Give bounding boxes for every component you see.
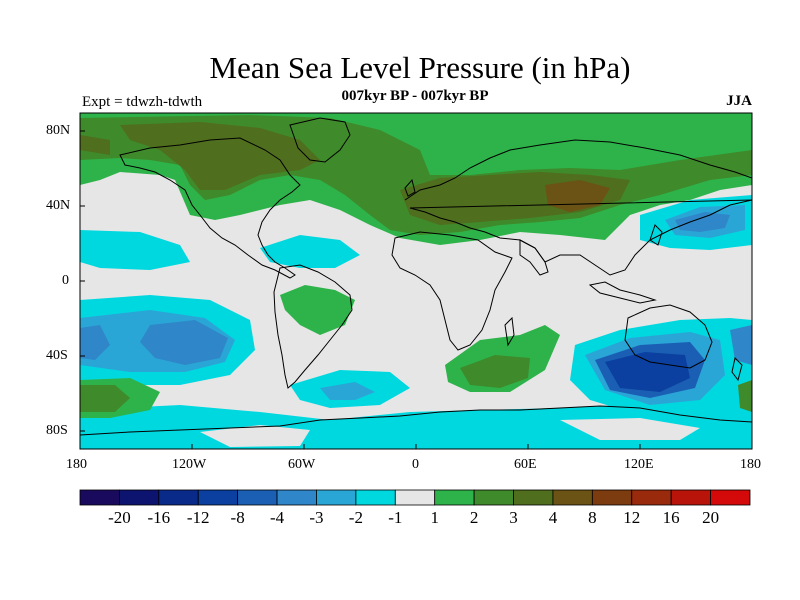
greenland-coast [289, 117, 351, 163]
lon-label-180e: 180 [740, 457, 761, 472]
antarctic-neutral-east [560, 418, 700, 440]
colorbar-label: 4 [548, 508, 558, 527]
nw-pacific-negative-max [675, 212, 730, 232]
japan-coast [649, 224, 663, 246]
season-label: JJA [726, 93, 752, 109]
colorbar-swatch [670, 489, 711, 506]
colorbar-label: 1 [430, 508, 439, 527]
colorbar-swatch [197, 489, 239, 506]
colorbar-swatch [237, 489, 278, 506]
north-positive-core [120, 122, 320, 190]
colorbar-swatch [276, 489, 317, 506]
south-atlantic-negative-core [320, 382, 375, 400]
map-subtitle: 007kyr BP - 007kyr BP [341, 88, 489, 104]
antarctic-neutral [200, 425, 310, 447]
eurasia-coast [404, 139, 752, 276]
lon-label-60e: 60E [514, 457, 537, 472]
africa-coast [391, 231, 513, 351]
south-america-positive [280, 285, 355, 335]
coastlines [80, 117, 752, 436]
pressure-field [80, 113, 752, 449]
australia-coast [624, 304, 713, 369]
colorbar-label: 8 [588, 508, 597, 527]
colorbar-label: -1 [388, 508, 403, 527]
lat-label-40s: 40S [46, 348, 68, 363]
antarctica-coast [80, 405, 752, 436]
colorbar [79, 489, 751, 506]
colorbar-label: -8 [230, 508, 245, 527]
indian-ocean-positive-core [460, 355, 530, 388]
southwest-positive-core [80, 385, 130, 412]
southeast-positive [738, 380, 752, 412]
colorbar-label: 3 [509, 508, 518, 527]
colorbar-swatch [158, 489, 199, 506]
experiment-label: Expt = tdwzh-tdwth [82, 94, 203, 110]
arctic-positive [80, 135, 110, 155]
colorbar-swatch [710, 489, 751, 506]
new-zealand-coast [731, 356, 743, 382]
colorbar-swatch [79, 489, 120, 506]
colorbar-label: -20 [108, 508, 131, 527]
colorbar-label: 12 [623, 508, 641, 527]
colorbar-label: -2 [348, 508, 363, 527]
south-america-coast [273, 264, 353, 389]
colorbar-label: -3 [309, 508, 324, 527]
colorbar-label: -4 [269, 508, 285, 527]
lon-label-0: 0 [412, 457, 419, 472]
colorbar-label: 16 [662, 508, 680, 527]
india-coast [519, 239, 549, 276]
east-australia-negative [730, 325, 752, 365]
axis-ticks [79, 130, 753, 449]
australia-negative-core [605, 352, 690, 392]
lon-label-180w: 180 [66, 457, 87, 472]
lat-label-0: 0 [62, 273, 69, 288]
south-pacific-negative-west [80, 325, 110, 360]
colorbar-swatch [513, 489, 554, 506]
colorbar-swatch [473, 489, 514, 506]
south-pacific-negative-core [140, 320, 228, 365]
colorbar-label: -16 [147, 508, 171, 527]
colorbar-label: 20 [702, 508, 720, 527]
lat-label-80s: 80S [46, 423, 68, 438]
map-title: Mean Sea Level Pressure (in hPa) [209, 50, 631, 85]
lon-label-120e: 120E [624, 457, 654, 472]
madagascar-coast [504, 316, 515, 347]
lat-label-40n: 40N [46, 198, 71, 213]
colorbar-swatch [355, 489, 396, 506]
atlantic-negative [260, 235, 360, 268]
colorbar-swatch [119, 489, 160, 506]
colorbar-label: 2 [469, 508, 479, 527]
lat-label-80n: 80N [46, 123, 71, 138]
lon-label-120w: 120W [172, 457, 207, 472]
north-america-coast [119, 137, 301, 279]
uk-coast [404, 178, 416, 197]
lon-label-60w: 60W [288, 457, 316, 472]
colorbar-swatch [591, 489, 633, 506]
colorbar-swatch [552, 489, 593, 506]
colorbar-swatch [394, 489, 436, 506]
indonesia-coast [588, 281, 657, 304]
colorbar-swatch [434, 489, 475, 506]
colorbar-label: -12 [186, 508, 210, 527]
colorbar-swatch [631, 489, 672, 506]
east-pacific-negative [80, 230, 190, 270]
colorbar-swatch [316, 489, 357, 506]
